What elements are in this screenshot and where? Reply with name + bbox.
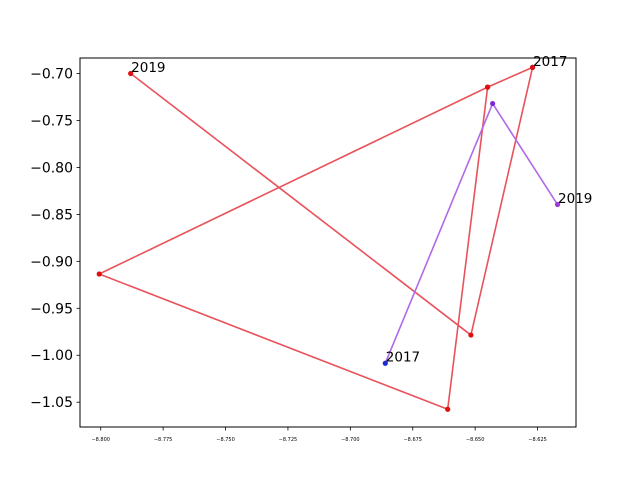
y-axis: −0.70 −0.75 −0.80 −0.85 −0.90 −0.95 −1.00 −1.05 <box>30 66 80 411</box>
point-label: 2017 <box>386 350 420 366</box>
y-tick-label: −0.80 <box>30 160 73 176</box>
point-label: 2019 <box>558 191 592 207</box>
series-line-0 <box>98 66 534 411</box>
x-tick-label: −8.725 <box>279 437 298 443</box>
x-tick-label: −8.675 <box>403 437 422 443</box>
x-tick-label: −8.800 <box>91 437 110 443</box>
y-tick-label: −1.05 <box>30 395 73 411</box>
y-tick-label: −0.70 <box>30 66 73 82</box>
data-point <box>554 201 561 208</box>
data-point <box>382 360 388 366</box>
data-point <box>128 70 134 77</box>
x-tick-label: −8.775 <box>154 437 173 443</box>
data-points <box>96 64 561 412</box>
x-axis: −8.800 −8.775 −8.750 −8.725 −8.700 −8.675 −8.6… <box>91 427 547 443</box>
y-tick-label: −0.90 <box>30 254 73 270</box>
data-point <box>96 271 102 277</box>
point-labels: 2017 2019 2017 2019 <box>131 54 592 366</box>
data-point <box>468 332 474 338</box>
y-tick-label: −0.95 <box>30 301 73 317</box>
plot-frame <box>79 57 577 428</box>
x-tick-label: −8.650 <box>466 437 485 443</box>
data-point <box>490 100 496 107</box>
y-tick-label: −0.75 <box>30 113 73 129</box>
point-label: 2019 <box>131 60 165 76</box>
x-tick-label: −8.625 <box>528 437 547 443</box>
point-label: 2017 <box>533 54 567 70</box>
y-tick-label: −1.00 <box>30 348 73 364</box>
x-tick-label: −8.700 <box>341 437 360 443</box>
x-tick-label: −8.750 <box>216 437 235 443</box>
data-point <box>529 64 536 70</box>
data-point <box>445 406 451 412</box>
data-point <box>485 84 491 90</box>
y-tick-label: −0.85 <box>30 207 73 223</box>
